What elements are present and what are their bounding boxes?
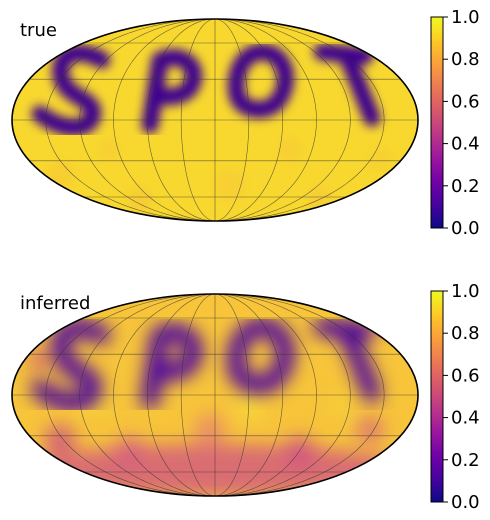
- colorbar-tick-label: 0.8: [451, 49, 480, 70]
- colorbar-tick-label: 0.0: [451, 492, 480, 513]
- colorbar-true-bar: [430, 16, 444, 229]
- letter-t-true-stem: [339, 49, 381, 127]
- colorbar-inferred-ticks: 0.0 0.2 0.4 0.6 0.8 1.0: [443, 281, 480, 513]
- map-inferred-dark-features: [31, 318, 381, 412]
- letter-s-true: [31, 44, 111, 136]
- colorbar-tick-label: 0.0: [451, 218, 480, 239]
- letter-t-inferred-stem: [339, 324, 381, 402]
- colorbar-tick-label: 0.2: [451, 450, 480, 471]
- colorbar-tick-label: 0.4: [451, 134, 480, 155]
- colorbar-inferred-bar: [430, 290, 444, 503]
- letter-s-inferred: [31, 318, 111, 412]
- map-inferred-outline: [11, 293, 419, 497]
- colorbar-tick-label: 0.6: [451, 365, 480, 386]
- map-inferred-graticule: [12, 294, 418, 496]
- letter-o-inferred: [227, 318, 295, 394]
- colorbar-tick-label: 0.8: [451, 323, 480, 344]
- colorbar-true-ticks: 0.0 0.2 0.4 0.6 0.8 1.0: [443, 7, 480, 239]
- colorbar-tick-label: 0.2: [451, 176, 480, 197]
- colorbar-true: 0.0 0.2 0.4 0.6 0.8 1.0: [430, 7, 480, 239]
- colorbar-inferred: 0.0 0.2 0.4 0.6 0.8 1.0: [430, 281, 480, 513]
- map-inferred: inferred: [11, 293, 419, 497]
- colorbar-tick-label: 0.6: [451, 91, 480, 112]
- letter-p-true: [141, 48, 203, 134]
- panel-label-true: true: [20, 20, 57, 41]
- panel-label-inferred: inferred: [20, 293, 90, 314]
- map-true: true: [11, 18, 419, 222]
- colorbar-tick-label: 0.4: [451, 408, 480, 429]
- map-true-graticule: [12, 19, 418, 221]
- map-true-outline: [11, 18, 419, 222]
- colorbar-tick-label: 1.0: [451, 281, 480, 302]
- letter-o-true: [227, 43, 295, 119]
- letter-p-inferred: [141, 323, 203, 409]
- colorbar-tick-label: 1.0: [451, 7, 480, 28]
